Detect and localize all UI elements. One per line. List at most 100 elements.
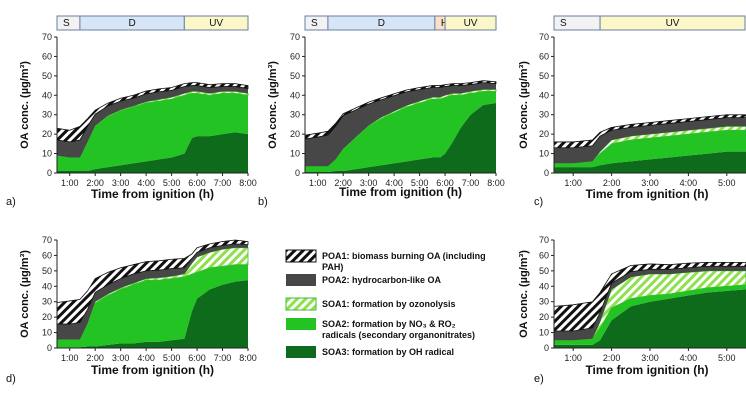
x-tick-label: 8:00: [239, 178, 257, 188]
phase-UV: [183, 15, 249, 31]
phase-label: UV: [666, 18, 680, 29]
panel-label: a): [6, 196, 16, 208]
x-tick-label: 1:00: [564, 178, 582, 188]
x-tick-label: 1:00: [309, 178, 327, 188]
y-tick-label: 70: [290, 32, 300, 42]
legend-label: POA1: biomass burning OA (including: [322, 251, 486, 261]
panel-label: c): [534, 196, 543, 208]
area-poa2: [305, 82, 496, 167]
y-tick-label: 60: [539, 51, 549, 61]
x-tick-label: 3:00: [641, 178, 659, 188]
y-tick-label: 30: [42, 297, 52, 307]
x-tick-label: 5:00: [163, 353, 181, 363]
legend-swatch: [286, 274, 316, 286]
y-tick-label: 10: [539, 149, 549, 159]
area-soa1: [57, 247, 249, 340]
x-axis-label: Time from ignition (h): [91, 363, 214, 377]
x-tick-label: 4:00: [137, 178, 155, 188]
x-tick-label: 6:00: [436, 178, 454, 188]
phase-label: S: [63, 18, 70, 29]
x-axis-label: Time from ignition (h): [585, 363, 708, 377]
legend-swatch: [286, 346, 316, 358]
panel-b: S D H UV 0 10 20 30 40 50 60 70 1:00 2:00 3:00 4:00 5:00…: [258, 15, 505, 208]
area-soa2: [554, 284, 746, 345]
y-tick-label: 50: [539, 71, 549, 81]
y-tick-label: 0: [47, 168, 52, 178]
y-tick-label: 40: [42, 281, 52, 291]
y-tick-label: 0: [295, 168, 300, 178]
y-tick-label: 70: [42, 235, 52, 245]
phase-UV: [444, 15, 497, 31]
y-axis-label: OA conc. (µg/m³): [19, 61, 31, 149]
x-tick-label: 7:00: [462, 178, 480, 188]
y-axis-label: OA conc. (µg/m³): [518, 61, 530, 149]
x-tick-label: 7:00: [214, 353, 232, 363]
x-tick-label: 3:00: [641, 353, 659, 363]
y-tick-label: 20: [539, 129, 549, 139]
y-tick-label: 70: [539, 32, 549, 42]
y-tick-label: 50: [42, 266, 52, 276]
panel-a: S D UV 0 10 20 30 40 50 60 70 1:00 2:00 3:00 4:00 5:00 6…: [6, 15, 257, 208]
area-soa3: [57, 280, 248, 348]
x-tick-label: 4:00: [137, 353, 155, 363]
area-poa1: [56, 239, 249, 325]
phase-UV: [599, 15, 746, 31]
area-poa1: [553, 114, 746, 149]
area-poa2: [57, 85, 248, 158]
area-soa3: [554, 289, 746, 348]
area-poa2: [554, 266, 746, 341]
area-poa1: [56, 82, 249, 143]
area-soa3: [305, 103, 496, 173]
x-tick-label: 8:00: [239, 353, 257, 363]
y-tick-label: 30: [290, 110, 300, 120]
x-axis-label: Time from ignition (h): [585, 187, 708, 201]
phase-label: H: [441, 18, 448, 29]
x-tick-label: 5:00: [718, 353, 736, 363]
y-tick-label: 0: [47, 343, 52, 353]
x-tick-label: 7:00: [214, 178, 232, 188]
panel-e: 0 10 20 30 40 50 60 70 1:00 2:00 3:00 4:00 5:00 e) Tim…: [518, 235, 746, 385]
y-tick-label: 30: [539, 110, 549, 120]
area-soa2: [554, 130, 746, 168]
legend-swatch: [285, 297, 317, 311]
y-axis-label: OA conc. (µg/m³): [19, 250, 31, 338]
area-soa2: [57, 264, 248, 348]
area-poa2: [554, 117, 746, 164]
x-tick-label: 1:00: [564, 353, 582, 363]
y-tick-label: 30: [42, 110, 52, 120]
area-soa2: [57, 93, 248, 172]
y-tick-label: 70: [539, 235, 549, 245]
legend-label: SOA1: formation by ozonolysis: [322, 299, 456, 309]
area-poa2: [57, 243, 248, 340]
y-tick-label: 20: [42, 129, 52, 139]
phase-label: UV: [209, 18, 223, 29]
phase-label: UV: [464, 18, 478, 29]
y-tick-label: 50: [539, 266, 549, 276]
y-axis-label: OA conc. (µg/m³): [267, 61, 279, 149]
area-soa3: [554, 151, 746, 173]
y-tick-label: 0: [544, 168, 549, 178]
y-tick-label: 40: [290, 90, 300, 100]
y-tick-label: 20: [539, 312, 549, 322]
panel-c: S UV 0 10 20 30 40 50 60 70 1:00 2:00 3:00 4:00 5:00 c)…: [518, 15, 746, 208]
phase-label: D: [378, 18, 385, 29]
y-tick-label: 60: [539, 250, 549, 260]
x-tick-label: 2:00: [603, 353, 621, 363]
legend-label-line2: radicals (secondary organonitrates): [322, 330, 475, 340]
y-tick-label: 10: [42, 149, 52, 159]
legend-label-line2: PAH): [322, 262, 343, 272]
x-tick-label: 2:00: [86, 353, 104, 363]
legend-swatch: [286, 318, 316, 330]
y-tick-label: 60: [42, 250, 52, 260]
phase-label: S: [560, 18, 567, 29]
area-soa3: [57, 132, 248, 173]
x-tick-label: 4:00: [385, 178, 403, 188]
x-tick-label: 3:00: [112, 353, 130, 363]
x-tick-label: 1:00: [61, 178, 79, 188]
area-soa1: [305, 89, 497, 167]
y-tick-label: 60: [290, 51, 300, 61]
legend-label: POA2: hydrocarbon-like OA: [322, 275, 442, 285]
y-tick-label: 0: [544, 343, 549, 353]
y-tick-label: 20: [290, 129, 300, 139]
